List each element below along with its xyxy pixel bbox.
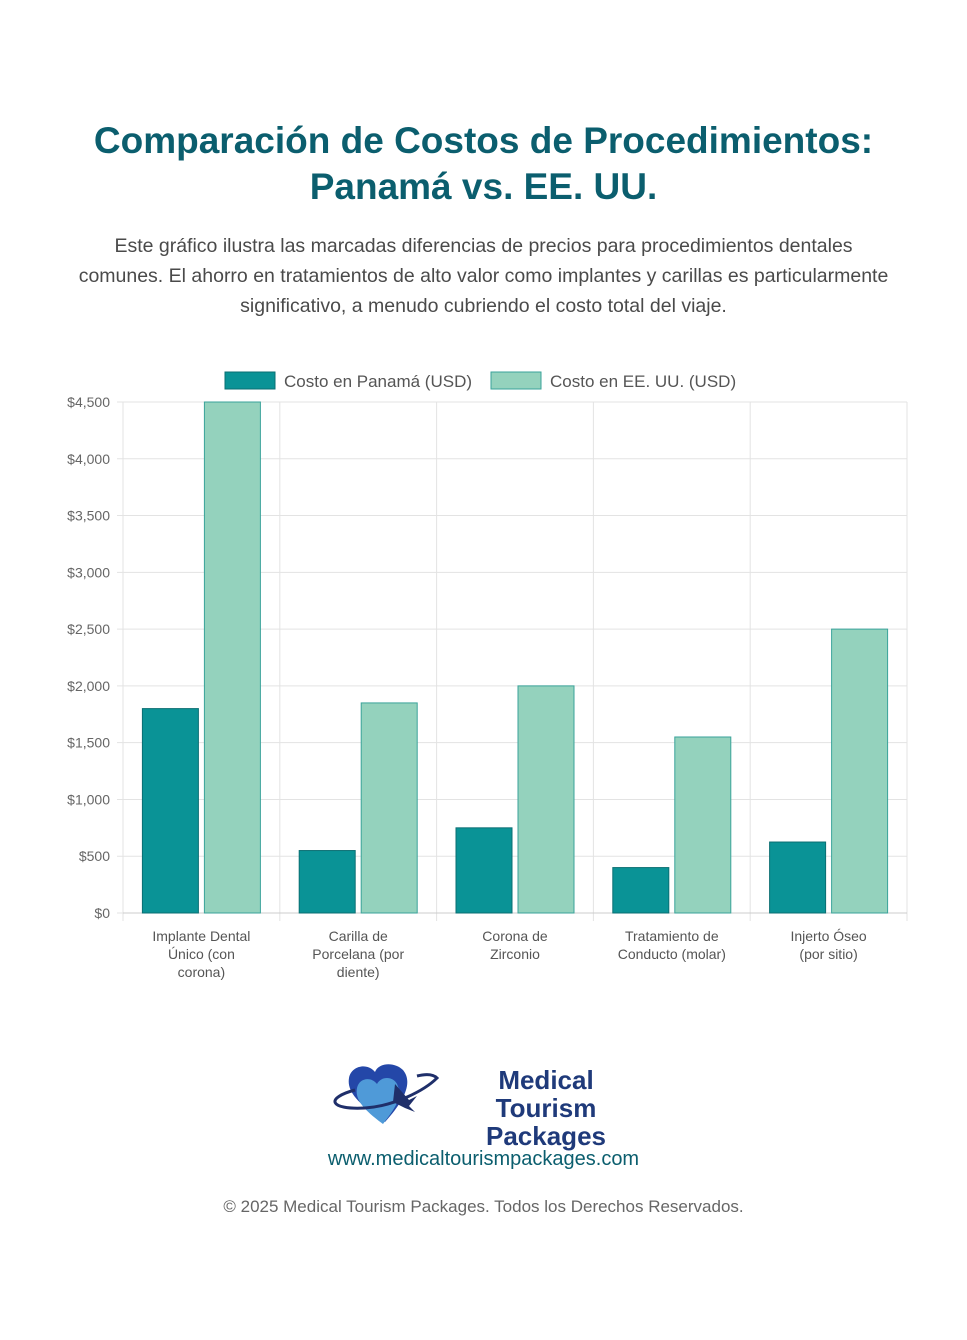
bar-usa <box>360 702 418 914</box>
y-tick-label: $4,000 <box>67 451 110 467</box>
x-tick-label: Único (con <box>168 946 235 962</box>
legend-swatch <box>490 371 542 390</box>
bar-panama <box>455 827 513 914</box>
x-tick-label: corona) <box>178 964 225 980</box>
bar-panama <box>769 841 827 914</box>
bar-usa <box>517 685 575 914</box>
logo-text: Medical Tourism Packages <box>486 1065 606 1151</box>
copyright: © 2025 Medical Tourism Packages. Todos l… <box>223 1197 744 1216</box>
logo: Medical Tourism Packages <box>325 1060 655 1150</box>
bar-panama <box>141 708 199 914</box>
x-tick-label: diente) <box>337 964 380 980</box>
y-tick-label: $500 <box>79 848 110 864</box>
website-link[interactable]: www.medicaltourismpackages.com <box>327 1148 640 1170</box>
y-tick-label: $4,500 <box>67 394 110 410</box>
y-tick-label: $3,500 <box>67 508 110 524</box>
chart-description: Este gráfico ilustra las marcadas difere… <box>78 235 889 317</box>
y-tick-label: $2,000 <box>67 678 110 694</box>
legend-label: Costo en Panamá (USD) <box>284 372 472 391</box>
bar-usa <box>674 736 732 914</box>
y-tick-label: $0 <box>94 905 110 921</box>
x-tick-label: Corona de <box>482 928 548 944</box>
x-tick-label: Carilla de <box>329 928 388 944</box>
x-tick-label: Porcelana (por <box>312 946 404 962</box>
y-tick-label: $2,500 <box>67 621 110 637</box>
x-tick-label: Zirconio <box>490 946 540 962</box>
x-tick-label: Implante Dental <box>152 928 250 944</box>
x-tick-label: Injerto Óseo <box>790 928 866 944</box>
bar-panama <box>298 850 356 914</box>
page-title: Comparación de Costos de Procedimientos:… <box>0 118 967 210</box>
bar-usa <box>831 628 889 914</box>
heart-plane-logo-icon <box>333 1064 440 1124</box>
legend-label: Costo en EE. UU. (USD) <box>550 372 736 391</box>
x-tick-label: Conducto (molar) <box>618 946 726 962</box>
y-tick-label: $1,500 <box>67 735 110 751</box>
bar-chart: $0 $500 $1,000 $1,500 $2,000 $2,500 $3,000 $3,5… <box>67 371 908 980</box>
x-tick-label: (por sitio) <box>799 946 857 962</box>
bar-panama <box>612 867 670 914</box>
title-line-2: Panamá vs. EE. UU. <box>309 166 658 207</box>
y-tick-label: $3,000 <box>67 564 110 580</box>
legend-swatch <box>224 371 276 390</box>
x-tick-label: Tratamiento de <box>625 928 719 944</box>
title-line-1: Comparación de Costos de Procedimientos: <box>93 120 874 161</box>
bar-usa <box>203 401 261 914</box>
y-tick-label: $1,000 <box>67 791 110 807</box>
